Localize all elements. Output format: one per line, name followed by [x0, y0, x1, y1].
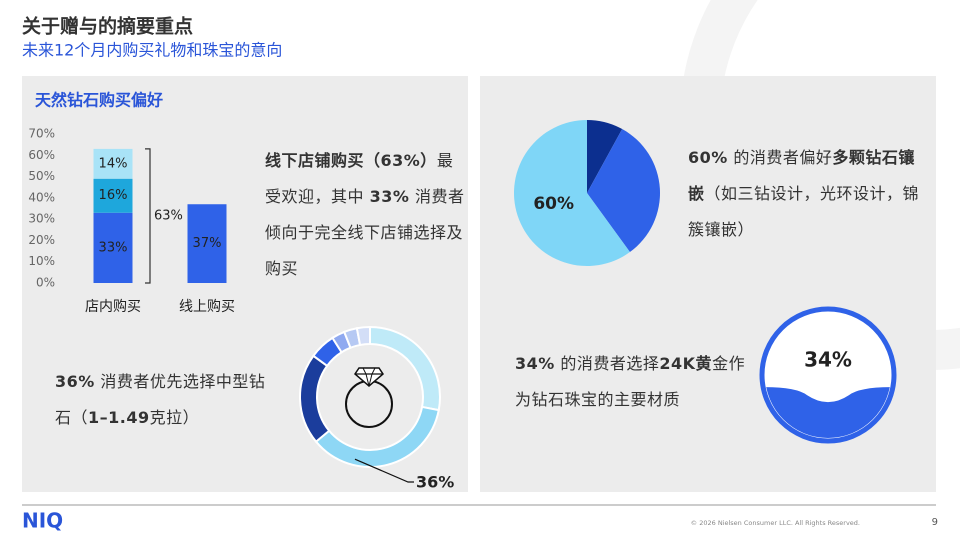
value-label: 60%: [533, 194, 574, 214]
text-run: 的消费者选择: [554, 354, 660, 373]
logo: NIQ: [22, 509, 63, 533]
bar-segment: [93, 148, 133, 179]
text-run: 线下店铺购买（63%）: [265, 151, 437, 170]
text-run: 33%: [369, 187, 410, 206]
leader-line: [354, 458, 414, 483]
subtitle: 未来12个月内购买礼物和珠宝的意向: [22, 41, 282, 60]
text-run: 的消费者偏好: [727, 148, 833, 167]
panel-heading: 天然钻石购买偏好: [35, 91, 163, 110]
value-label: 33%: [99, 240, 128, 255]
page-number: 9: [932, 517, 938, 528]
y-tick-label: 0%: [36, 276, 55, 290]
value-label: 36%: [416, 473, 454, 492]
x-tick-label: 线上购买: [179, 299, 235, 315]
bracket: [145, 148, 151, 284]
value-label: 16%: [99, 188, 128, 203]
text-run: 金作为钻石珠宝的主要材质: [515, 354, 746, 409]
pie-slice: [587, 120, 623, 193]
text-run: 最受欢迎，其中: [265, 151, 454, 206]
pie-slice: [514, 119, 630, 266]
pie-slice: [587, 129, 661, 253]
annotation: 63%: [154, 208, 183, 223]
copyright: © 2026 Nielsen Consumer LLC. All Rights …: [691, 519, 860, 527]
y-tick-label: 10%: [28, 254, 55, 268]
left-panel: [22, 76, 468, 492]
pie-text: 60% 的消费者偏好多颗钻石镶嵌（如三钻设计，光环设计，锦簇镶嵌）: [688, 140, 920, 248]
text-run: （如三钻设计，光环设计，锦簇镶嵌）: [688, 184, 920, 239]
store-text: 线下店铺购买（63%）最受欢迎，其中 33% 消费者倾向于完全线下店铺选择及购买: [265, 143, 465, 287]
text-run: 34%: [515, 354, 555, 373]
y-tick-label: 20%: [28, 233, 55, 247]
text-run: 消费者优先选择中型钻石（: [55, 372, 266, 427]
value-label: 37%: [193, 236, 222, 251]
y-tick-label: 70%: [28, 127, 55, 141]
text-run: 1–1.49: [88, 408, 150, 427]
donut-slice: [355, 325, 371, 347]
text-run: 克拉）: [149, 408, 200, 427]
value-label: 14%: [99, 156, 128, 171]
title: 关于赠与的摘要重点: [22, 15, 193, 38]
bar-segment: [93, 212, 133, 283]
y-tick-label: 40%: [28, 190, 55, 204]
text-run: 24K黄: [659, 354, 713, 373]
value-label: 34%: [804, 348, 852, 372]
x-tick-label: 店内购买: [85, 299, 141, 315]
bar-segment: [93, 178, 133, 213]
y-tick-label: 30%: [28, 212, 55, 226]
y-tick-label: 60%: [28, 148, 55, 162]
liquid-fill: [765, 387, 891, 438]
y-tick-label: 50%: [28, 169, 55, 183]
text-run: 多颗钻石镶嵌: [688, 148, 915, 203]
text-run: 36%: [55, 372, 95, 391]
ring-icon: [345, 367, 393, 428]
bar-segment: [187, 204, 227, 283]
text-run: 消费者倾向于完全线下店铺选择及购买: [265, 187, 465, 278]
liquid-text: 34% 的消费者选择24K黄金作为钻石珠宝的主要材质: [515, 346, 747, 418]
donut-text: 36% 消费者优先选择中型钻石（1–1.49克拉）: [55, 364, 270, 436]
text-run: 60%: [688, 148, 728, 167]
